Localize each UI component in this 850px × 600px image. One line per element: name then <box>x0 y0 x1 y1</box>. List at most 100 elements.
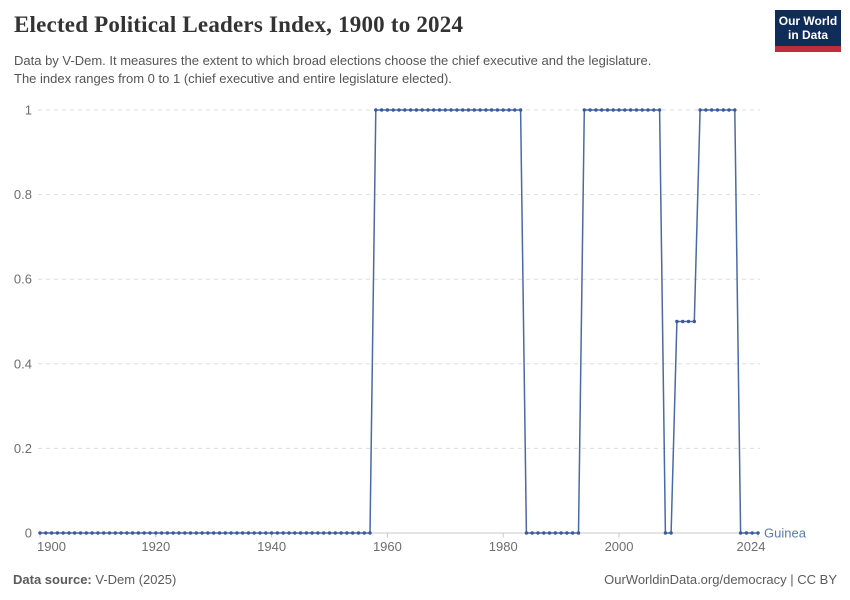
data-point-dot <box>229 531 233 535</box>
data-point-dot <box>223 531 227 535</box>
data-point-dot <box>547 531 552 535</box>
data-point-dot <box>130 531 135 535</box>
data-point-dot <box>478 108 482 112</box>
data-point-dot <box>102 531 106 535</box>
data-point-dot <box>49 531 54 535</box>
data-point-dot <box>316 531 320 535</box>
data-point-dot <box>113 531 118 535</box>
data-point-dot <box>715 108 720 112</box>
data-point-dot <box>663 531 668 535</box>
data-point-dot <box>183 531 187 535</box>
data-point-dot <box>704 108 708 112</box>
data-point-dot <box>461 108 465 112</box>
data-point-dot <box>136 531 141 535</box>
data-point-dot <box>212 531 216 535</box>
data-point-dot <box>623 108 627 112</box>
x-axis-tick-label: 1900 <box>37 539 66 554</box>
data-point-dot <box>744 531 749 535</box>
data-point-dot <box>351 531 355 535</box>
owid-logo[interactable]: Our World in Data <box>775 10 841 52</box>
data-point-dot <box>594 108 598 112</box>
data-point-dot <box>576 531 581 535</box>
data-point-dot <box>727 108 731 112</box>
data-point-dot <box>420 108 424 112</box>
data-point-dot <box>472 108 476 112</box>
data-point-dot <box>507 108 511 112</box>
data-point-dot <box>553 531 557 535</box>
data-point-dot <box>495 108 500 112</box>
data-point-dot <box>304 531 309 535</box>
data-point-dot <box>339 531 343 535</box>
data-point-dot <box>443 108 447 112</box>
data-point-dot <box>90 531 94 535</box>
data-point-dot <box>588 108 592 112</box>
data-point-dot <box>235 531 239 535</box>
data-point-dot <box>241 531 245 535</box>
y-axis-tick-label: 0.4 <box>14 356 32 371</box>
data-point-dot <box>489 108 494 112</box>
data-point-dot <box>200 531 204 535</box>
data-point-dot <box>756 531 760 535</box>
data-point-dot <box>73 531 77 535</box>
credit-link[interactable]: OurWorldinData.org/democracy | CC BY <box>604 572 837 587</box>
data-point-dot <box>264 531 268 535</box>
data-point-dot <box>44 531 48 535</box>
data-point-dot <box>165 531 170 535</box>
data-point-dot <box>258 531 262 535</box>
data-point-dot <box>559 531 563 535</box>
data-point-dot <box>692 319 696 324</box>
data-point-dot <box>721 108 725 112</box>
data-point-dot <box>536 531 540 535</box>
data-point-dot <box>333 531 337 535</box>
chart-footer: Data source: V-Dem (2025) OurWorldinData… <box>13 572 837 587</box>
data-point-dot <box>246 531 251 535</box>
data-point-dot <box>675 319 679 324</box>
data-point-dot <box>188 531 193 535</box>
data-point-dot <box>733 108 737 112</box>
data-point-dot <box>67 531 71 535</box>
data-point-dot <box>484 108 488 112</box>
data-point-dot <box>356 531 361 535</box>
data-point-dot <box>287 531 291 535</box>
data-point-dot <box>345 531 349 535</box>
data-point-dot <box>397 108 401 112</box>
y-axis-tick-label: 1 <box>25 103 32 118</box>
data-line-guinea <box>40 109 758 534</box>
data-point-dot <box>686 319 691 324</box>
data-point-dot <box>154 531 158 535</box>
data-point-dot <box>177 531 181 535</box>
data-point-dot <box>269 531 274 535</box>
data-source-note: Data source: V-Dem (2025) <box>13 572 177 587</box>
data-point-dot <box>84 531 89 535</box>
data-points <box>38 108 760 535</box>
data-point-dot <box>542 531 546 535</box>
data-point-dot <box>61 531 65 535</box>
data-point-dot <box>379 108 384 112</box>
data-point-dot <box>374 108 378 112</box>
y-axis-tick-label: 0.2 <box>14 441 32 456</box>
data-point-dot <box>368 531 372 535</box>
data-point-dot <box>125 531 129 535</box>
data-point-dot <box>600 108 604 112</box>
data-point-dot <box>634 108 639 112</box>
data-point-dot <box>565 531 569 535</box>
data-point-dot <box>298 531 303 535</box>
x-axis-tick-label: 1980 <box>489 539 518 554</box>
data-point-dot <box>159 531 164 535</box>
data-point-dot <box>403 108 407 112</box>
data-point-dot <box>148 531 152 535</box>
data-point-dot <box>362 531 366 535</box>
x-axis-tick-label: 1940 <box>257 539 286 554</box>
data-point-dot <box>206 531 210 535</box>
data-point-dot <box>738 531 743 535</box>
data-point-dot <box>414 108 419 112</box>
data-point-dot <box>322 531 326 535</box>
owid-logo-text: Our World in Data <box>775 10 841 46</box>
x-axis-labels: 1900 1920 1940 1960 1980 2000 2024 <box>37 539 765 554</box>
data-point-dot <box>640 108 644 112</box>
data-point-dot <box>698 108 702 112</box>
data-point-dot <box>408 108 413 112</box>
data-point-dot <box>449 108 453 112</box>
